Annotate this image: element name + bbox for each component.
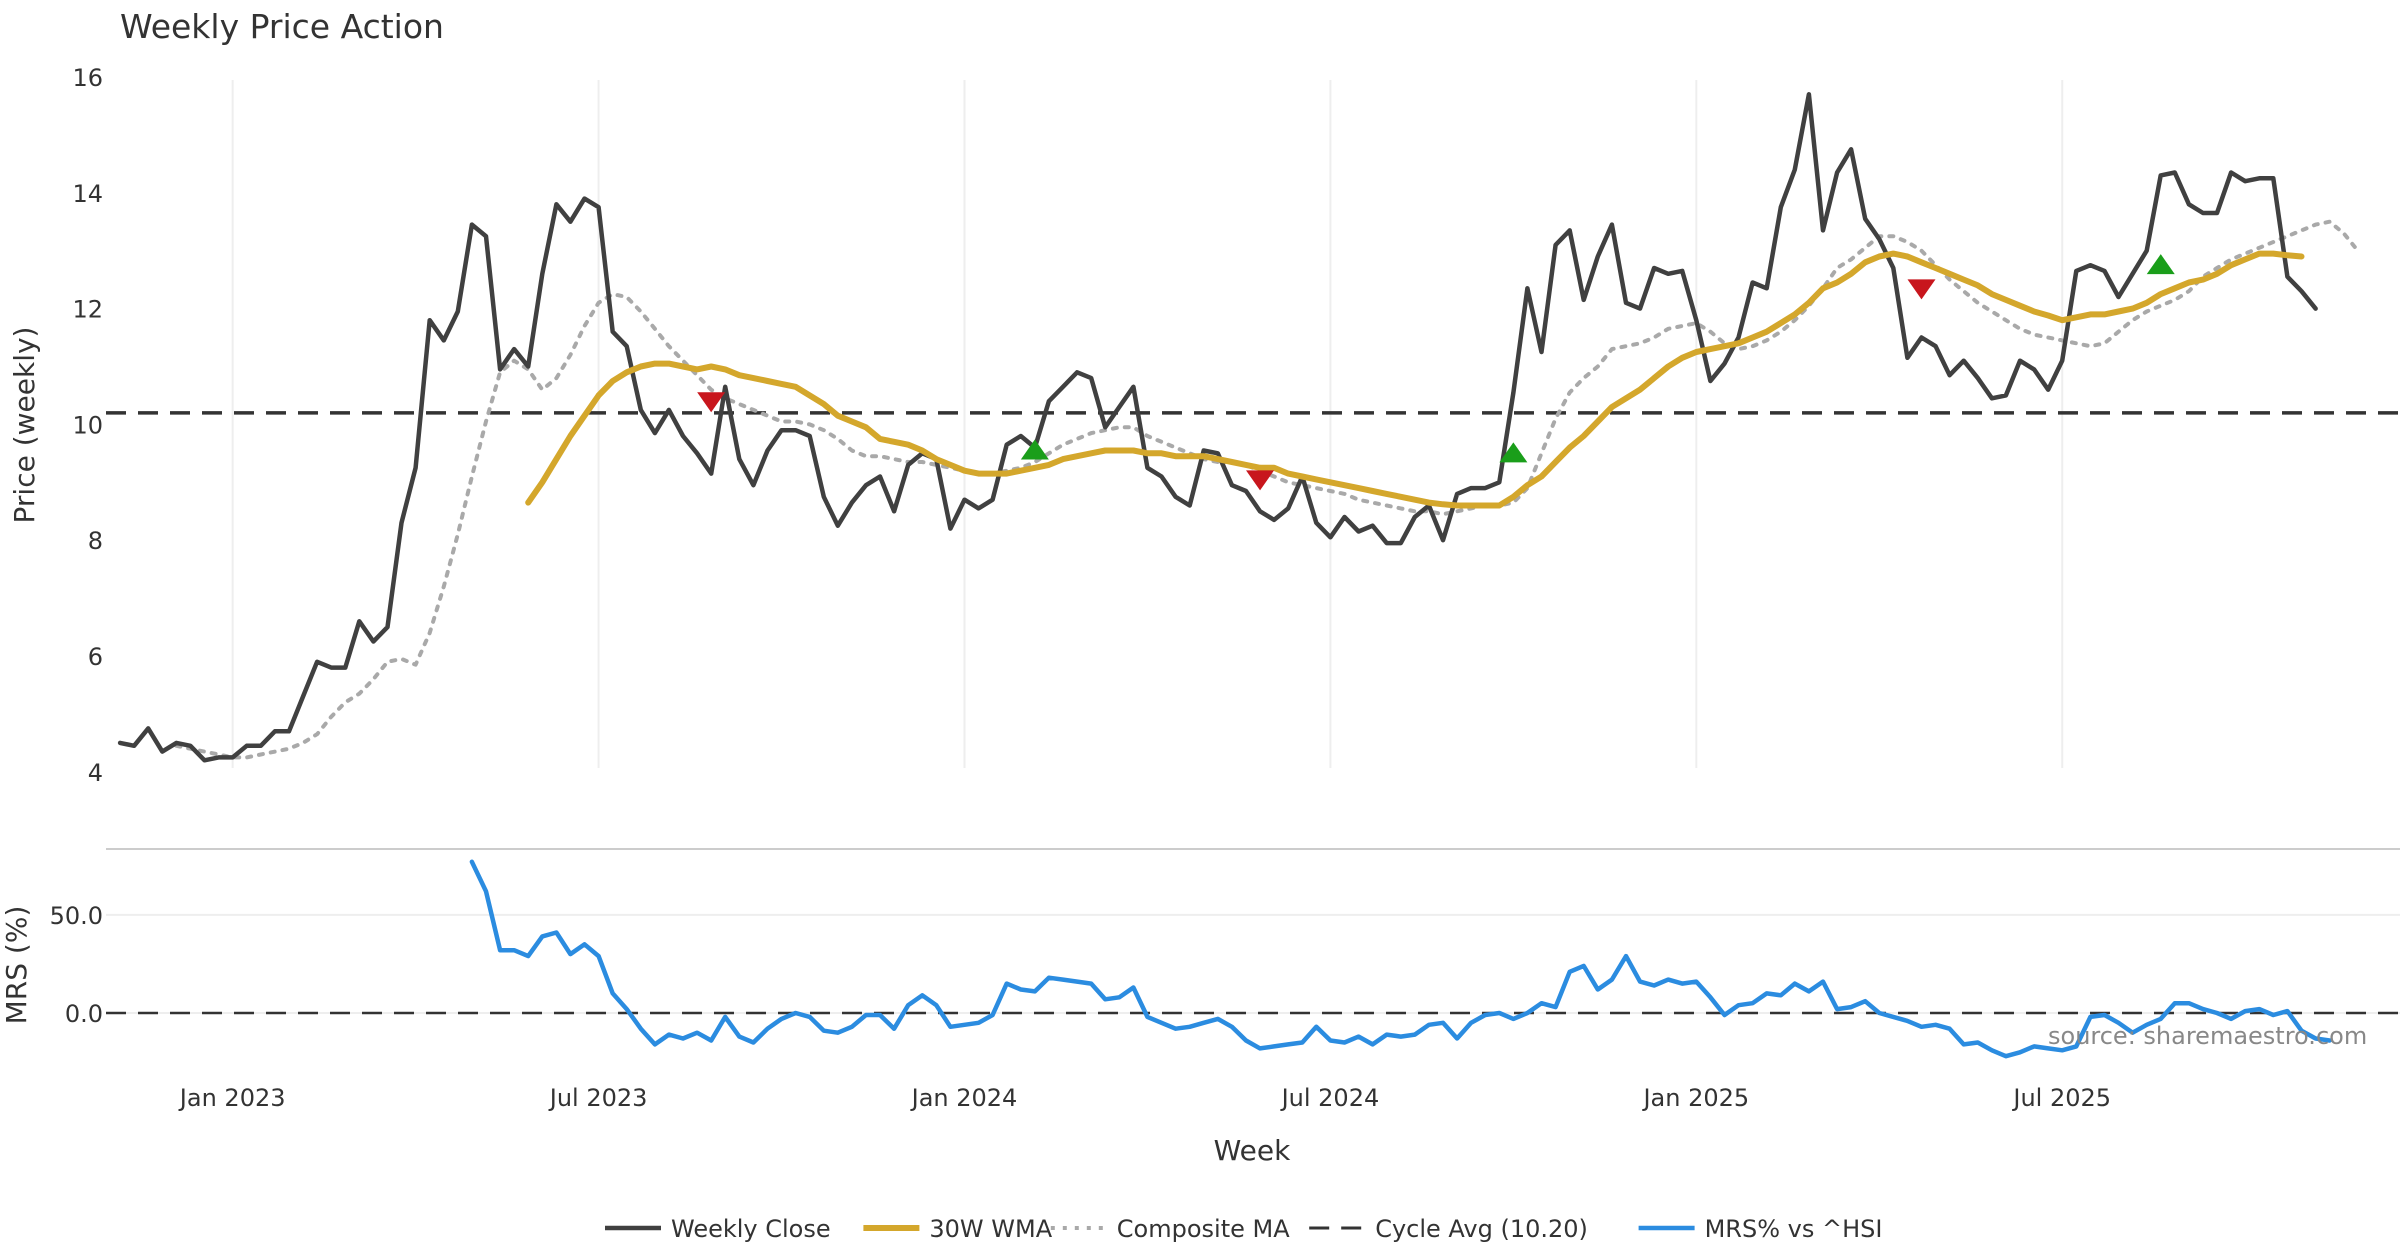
buy-signal-marker <box>1020 439 1049 460</box>
price-y-tick-label: 10 <box>72 411 103 439</box>
price-series <box>117 92 2360 763</box>
x-tick-label: Jul 2025 <box>2011 1084 2111 1112</box>
sell-signal-marker <box>1246 470 1275 491</box>
mrs-panel: 0.0 50.0 MRS (%) source: sharemaestro.com <box>0 859 2400 1059</box>
legend-label-30w-wma: 30W WMA <box>929 1215 1052 1243</box>
price-y-ticks: 4 6 8 10 12 14 16 <box>72 64 103 787</box>
mrs-y-ticks: 0.0 50.0 <box>50 902 103 1028</box>
signal-markers <box>697 254 2175 491</box>
x-axis-label: Week <box>1214 1134 1291 1167</box>
price-y-tick-label: 6 <box>88 643 103 671</box>
legend-label-composite-ma: Composite MA <box>1117 1215 1290 1243</box>
sell-signal-marker <box>697 392 726 413</box>
price-y-tick-label: 16 <box>72 64 103 92</box>
chart-title: Weekly Price Action <box>120 7 444 46</box>
x-axis-ticks: Jan 2023 Jul 2023 Jan 2024 Jul 2024 Jan 2025… <box>178 1084 2111 1112</box>
price-y-tick-label: 4 <box>88 759 103 787</box>
price-y-tick-label: 12 <box>72 296 103 324</box>
legend: Weekly Close 30W WMA Composite MA Cycle Avg… <box>605 1215 1882 1243</box>
x-tick-label: Jan 2024 <box>910 1084 1018 1112</box>
x-tick-label: Jul 2024 <box>1280 1084 1380 1112</box>
price-panel: 4 6 8 10 12 14 16 Price (weekly) <box>8 64 2400 787</box>
price-gridlines <box>231 80 2064 768</box>
mrs-vs-hsi-line <box>469 859 2332 1059</box>
mrs-y-tick-label: 0.0 <box>65 1000 103 1028</box>
composite-ma-line <box>174 219 2360 760</box>
price-y-axis-label: Price (weekly) <box>8 327 41 524</box>
x-tick-label: Jan 2023 <box>178 1084 286 1112</box>
legend-label-cycle-avg-10-20: Cycle Avg (10.20) <box>1375 1215 1588 1243</box>
buy-signal-marker <box>1499 442 1528 463</box>
buy-signal-marker <box>2146 254 2175 275</box>
mrs-gridlines <box>106 913 2400 1015</box>
price-y-tick-label: 8 <box>88 527 103 555</box>
mrs-y-tick-label: 50.0 <box>50 902 103 930</box>
weekly-close-line <box>117 92 2318 763</box>
x-tick-label: Jan 2025 <box>1641 1084 1749 1112</box>
source-note: source: sharemaestro.com <box>2048 1022 2367 1050</box>
sell-signal-marker <box>1907 279 1936 300</box>
mrs-y-axis-label: MRS (%) <box>0 906 33 1025</box>
legend-label-mrs-vs-hsi: MRS% vs ^HSI <box>1705 1215 1883 1243</box>
x-tick-label: Jul 2023 <box>548 1084 648 1112</box>
price-y-tick-label: 14 <box>72 180 103 208</box>
mrs-series <box>469 859 2332 1059</box>
30w-wma-line <box>525 250 2305 509</box>
legend-label-weekly-close: Weekly Close <box>671 1215 831 1243</box>
